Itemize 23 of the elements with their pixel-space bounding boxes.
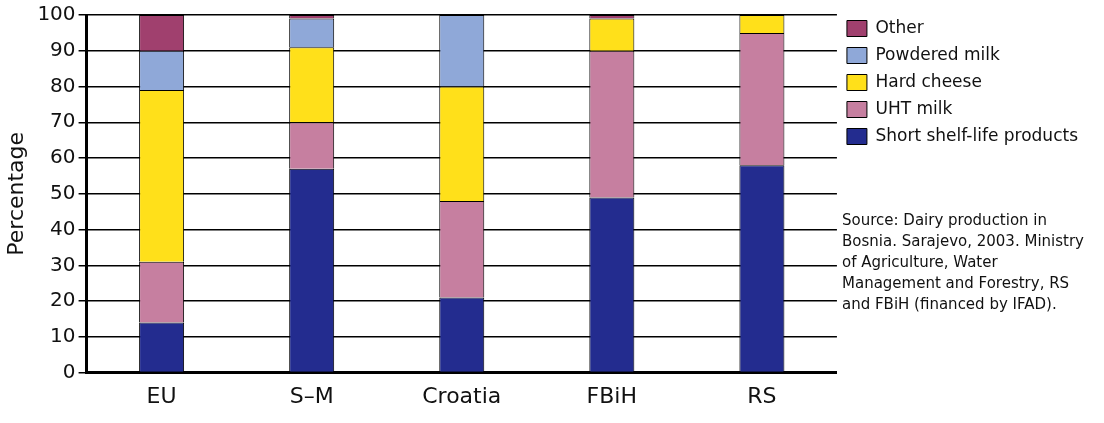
y-tick-label: 80 — [50, 72, 76, 97]
y-axis-title: Percentage — [2, 131, 28, 256]
legend-label: Other — [875, 16, 924, 37]
y-tick-label: 20 — [50, 287, 76, 312]
y-tick-label: 40 — [50, 215, 76, 240]
legend-label: UHT milk — [875, 97, 953, 118]
legend-label: Powdered milk — [875, 43, 1000, 64]
y-tick-label: 30 — [50, 251, 76, 276]
y-tick-label: 60 — [50, 144, 76, 169]
y-tick-label: 50 — [50, 180, 76, 204]
x-tick-label: S–M — [289, 382, 334, 408]
y-tick-label: 100 — [37, 1, 76, 26]
legend-label: Short shelf-life products — [875, 124, 1079, 145]
source-note: Source: Dairy production in Bosnia. Sarajevo, 2003. Ministry of Agriculture, Water Management and Forestry, RS and FBiH (financed by IFAD). — [842, 210, 1100, 315]
y-tick-label: 90 — [50, 36, 76, 61]
x-tick-label: EU — [146, 382, 177, 408]
x-tick-label: Croatia — [422, 382, 502, 408]
legend-label: Hard cheese — [875, 70, 982, 91]
y-tick-label: 10 — [50, 323, 76, 348]
x-tick-label: FBiH — [586, 382, 638, 408]
y-tick-label: 70 — [50, 108, 76, 133]
x-tick-label: RS — [747, 382, 777, 408]
y-tick-label: 0 — [62, 358, 76, 383]
